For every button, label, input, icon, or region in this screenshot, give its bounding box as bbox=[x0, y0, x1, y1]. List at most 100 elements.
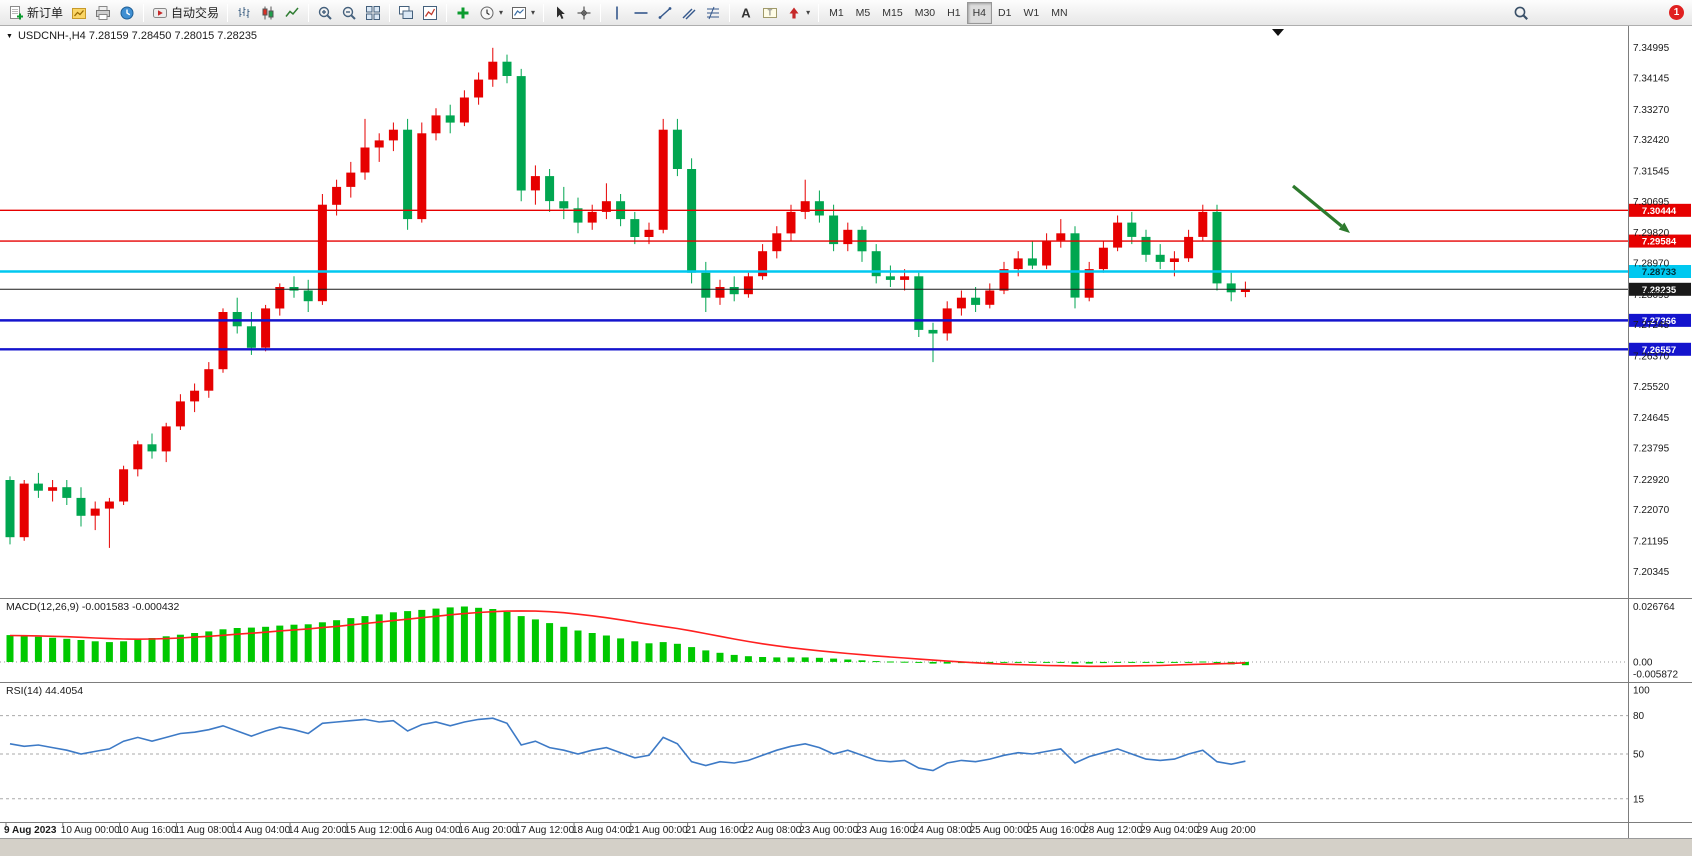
svg-text:A: A bbox=[741, 5, 751, 20]
timeframe-button-w1[interactable]: W1 bbox=[1017, 2, 1045, 24]
macd-histogram-bar bbox=[1043, 661, 1051, 663]
new-chart-button[interactable] bbox=[67, 2, 91, 24]
candle-body bbox=[1155, 254, 1165, 262]
price-tag[interactable] bbox=[1628, 282, 1691, 296]
macd-histogram-bar bbox=[702, 650, 710, 662]
template-icon bbox=[512, 6, 527, 19]
macd-histogram-bar bbox=[134, 639, 142, 662]
templates-button[interactable]: ▾ bbox=[507, 2, 539, 24]
candle-body bbox=[971, 297, 981, 305]
price-tag[interactable] bbox=[1628, 313, 1691, 327]
arrows-tool-icon bbox=[789, 7, 799, 18]
print-button[interactable] bbox=[91, 2, 115, 24]
macd-histogram-bar bbox=[986, 661, 994, 664]
price-tag[interactable] bbox=[1628, 234, 1691, 248]
macd-histogram-bar bbox=[446, 607, 454, 662]
arrows-tool-button[interactable]: ▾ bbox=[782, 2, 814, 24]
price-tag-label: 7.29584 bbox=[1642, 237, 1677, 248]
text-label-tool-button[interactable]: T bbox=[758, 2, 782, 24]
dropdown-arrow-icon: ▾ bbox=[499, 8, 504, 17]
macd-histogram-bar bbox=[148, 638, 156, 662]
channel-tool-button[interactable] bbox=[677, 2, 701, 24]
tile-windows-button[interactable] bbox=[361, 2, 385, 24]
chart-canvas[interactable]: 7.30444 7.29584 7.28733 7.28235 7.27366 7.265… bbox=[0, 26, 1692, 856]
macd-histogram-bar bbox=[205, 631, 213, 662]
macd-histogram-bar bbox=[120, 641, 128, 662]
candle-body bbox=[161, 426, 171, 452]
macd-histogram-bar bbox=[290, 624, 298, 662]
add-indicator-button[interactable] bbox=[451, 2, 475, 24]
candle-body bbox=[190, 390, 200, 402]
price-tag[interactable] bbox=[1628, 203, 1691, 217]
notification-badge[interactable]: 1 bbox=[1669, 5, 1684, 20]
cascade-windows-button[interactable] bbox=[394, 2, 418, 24]
fibonacci-tool-button[interactable] bbox=[701, 2, 725, 24]
new-order-button[interactable]: 新订单 bbox=[4, 2, 67, 24]
candle-body bbox=[758, 251, 768, 277]
timeframe-button-m30[interactable]: M30 bbox=[909, 2, 941, 24]
timeframe-button-m15[interactable]: M15 bbox=[876, 2, 908, 24]
candle-body bbox=[90, 508, 100, 516]
candle-body bbox=[431, 115, 441, 134]
line-chart-type-button[interactable] bbox=[280, 2, 304, 24]
candle-body bbox=[630, 219, 640, 237]
candle-body bbox=[587, 211, 597, 223]
macd-histogram-bar bbox=[276, 625, 284, 662]
time-axis-label: 22 Aug 08:00 bbox=[742, 825, 801, 836]
candlestick-type-button[interactable] bbox=[256, 2, 280, 24]
autotrading-button[interactable]: 自动交易 bbox=[148, 2, 223, 24]
toolbar-separator bbox=[446, 3, 448, 22]
market-watch-button[interactable] bbox=[115, 2, 139, 24]
rsi-axis-label: 50 bbox=[1633, 750, 1645, 761]
candle-body bbox=[317, 204, 327, 302]
candle-body bbox=[601, 201, 611, 212]
cursor-tool-button[interactable] bbox=[548, 2, 572, 24]
timeframe-button-h4[interactable]: H4 bbox=[966, 1, 993, 24]
chart-shift-marker-icon[interactable] bbox=[1272, 29, 1284, 36]
zoom-out-button[interactable] bbox=[337, 2, 361, 24]
macd-histogram-bar bbox=[460, 606, 468, 662]
time-axis-label: 25 Aug 16:00 bbox=[1026, 825, 1085, 836]
timeframe-button-d1[interactable]: D1 bbox=[992, 2, 1017, 24]
macd-histogram-bar bbox=[1085, 661, 1093, 664]
crosshair-tool-button[interactable] bbox=[572, 2, 596, 24]
candle-body bbox=[871, 251, 881, 277]
macd-histogram-bar bbox=[176, 634, 184, 662]
macd-histogram-bar bbox=[1099, 661, 1107, 664]
price-tag[interactable] bbox=[1628, 342, 1691, 356]
candle-body bbox=[1042, 240, 1052, 266]
search-button[interactable] bbox=[1509, 2, 1533, 24]
svg-text:T: T bbox=[768, 8, 773, 17]
macd-histogram-bar bbox=[1114, 661, 1122, 663]
trend-arrow-annotation[interactable] bbox=[1291, 184, 1343, 228]
rsi-axis-label: 15 bbox=[1633, 794, 1645, 805]
periods-button[interactable]: ▾ bbox=[475, 2, 507, 24]
collapse-arrow-icon[interactable]: ▼ bbox=[6, 32, 13, 40]
candle-body bbox=[1212, 211, 1222, 284]
bar-chart-type-button[interactable] bbox=[232, 2, 256, 24]
time-axis-label: 21 Aug 16:00 bbox=[686, 825, 745, 836]
macd-histogram-bar bbox=[49, 637, 57, 662]
timeframe-button-mn[interactable]: MN bbox=[1045, 2, 1073, 24]
price-tag[interactable] bbox=[1628, 264, 1691, 278]
periods-clock-icon bbox=[480, 6, 494, 19]
timeframe-button-m5[interactable]: M5 bbox=[850, 2, 877, 24]
timeframe-button-h1[interactable]: H1 bbox=[941, 2, 966, 24]
macd-histogram-bar bbox=[247, 627, 255, 662]
chart-title-row: ▼ USDCNH-,H4 7.28159 7.28450 7.28015 7.2… bbox=[6, 30, 257, 42]
price-axis-label: 7.21195 bbox=[1633, 537, 1669, 548]
price-axis-label: 7.27245 bbox=[1633, 320, 1670, 331]
horizontal-line-tool-button[interactable] bbox=[629, 2, 653, 24]
time-axis-label: 16 Aug 04:00 bbox=[402, 825, 461, 836]
time-axis-label: 10 Aug 16:00 bbox=[118, 825, 177, 836]
price-axis-label: 7.30695 bbox=[1633, 197, 1670, 208]
zoom-in-button[interactable] bbox=[313, 2, 337, 24]
timeframe-button-m1[interactable]: M1 bbox=[823, 2, 850, 24]
vertical-line-tool-button[interactable] bbox=[605, 2, 629, 24]
text-tool-icon: A bbox=[741, 5, 751, 20]
text-tool-button[interactable]: A bbox=[734, 2, 758, 24]
macd-histogram-bar bbox=[915, 661, 923, 663]
arrange-windows-button[interactable] bbox=[418, 2, 442, 24]
trendline-tool-button[interactable] bbox=[653, 2, 677, 24]
macd-histogram-bar bbox=[844, 659, 852, 662]
